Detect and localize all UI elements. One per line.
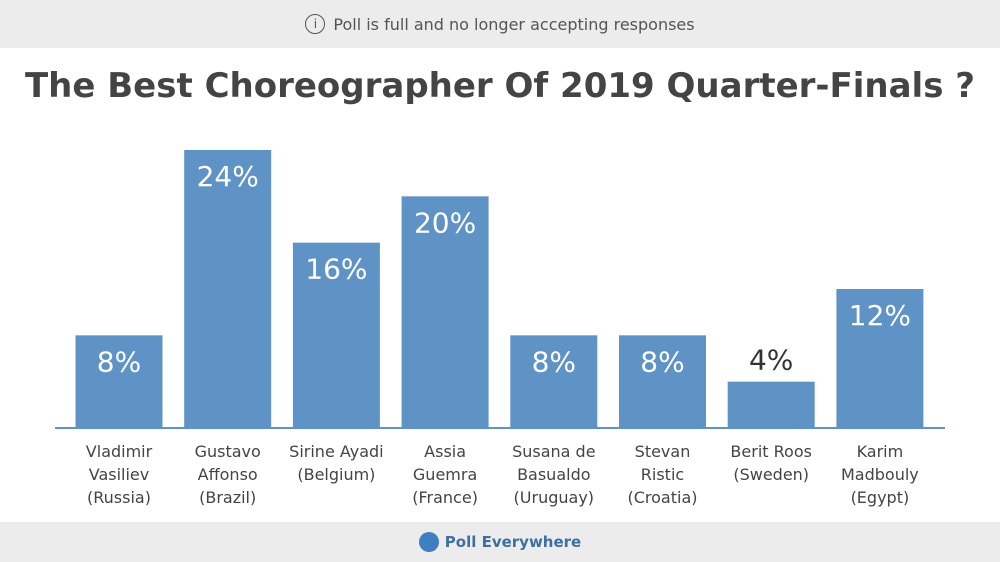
value-label: 20%	[414, 206, 476, 239]
bar	[184, 150, 272, 428]
footer: Poll Everywhere	[0, 522, 1000, 562]
x-tick-label: Vladimir Vasiliev (Russia)	[85, 442, 153, 507]
bar	[75, 335, 163, 428]
banner: i Poll is full and no longer accepting re…	[0, 0, 1000, 48]
bar	[727, 381, 815, 428]
bar	[401, 196, 489, 428]
bar	[619, 335, 706, 428]
value-label: 8%	[97, 345, 141, 378]
x-tick-label: Stevan Ristic (Croatia)	[627, 442, 698, 507]
value-label: 8%	[640, 345, 684, 378]
value-label: 4%	[749, 344, 793, 377]
value-label: 8%	[532, 345, 576, 378]
x-tick-label: Sirine Ayadi (Belgium)	[289, 442, 384, 484]
value-label: 16%	[305, 253, 367, 286]
x-tick-label: Susana de Basualdo (Uruguay)	[512, 442, 596, 507]
value-label: 24%	[197, 160, 259, 193]
chart-title: The Best Choreographer Of 2019 Quarter-F…	[24, 66, 976, 106]
footer-text: Poll Everywhere	[444, 533, 582, 551]
bar	[510, 335, 598, 428]
x-tick-label: Gustavo Affonso (Brazil)	[194, 442, 261, 507]
x-tick-label: Karim Madbouly (Egypt)	[841, 442, 919, 507]
value-label: 12%	[849, 299, 911, 332]
x-tick-label: Berit Roos (Sweden)	[730, 442, 812, 484]
x-tick-label: Assia Guemra (France)	[412, 442, 478, 507]
logo	[418, 532, 439, 552]
bar	[292, 242, 380, 428]
info-icon: i	[305, 14, 326, 34]
banner-text: Poll is full and no longer accepting res…	[333, 14, 695, 34]
bar	[836, 289, 924, 428]
